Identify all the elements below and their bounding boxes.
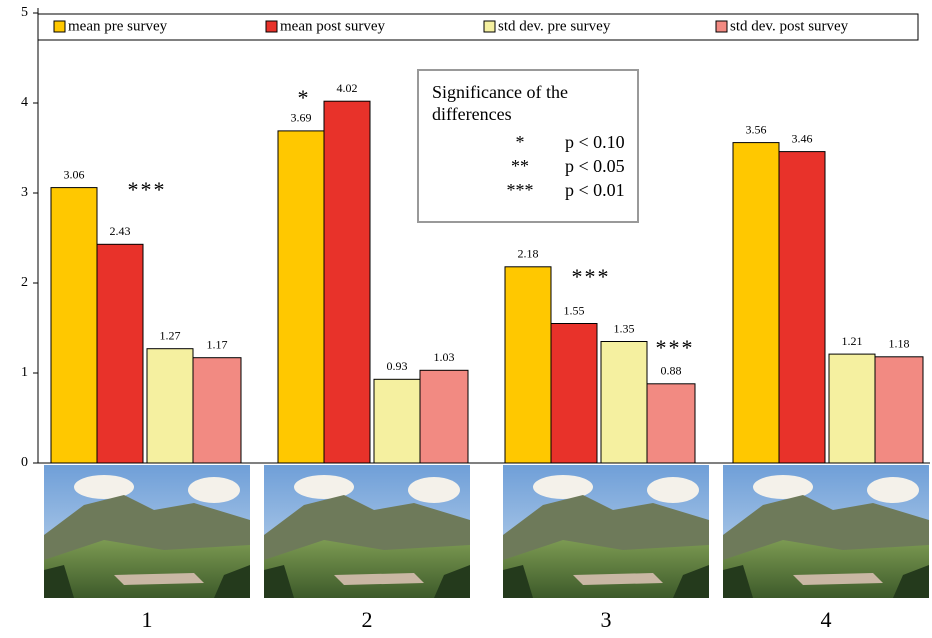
value-label: 1.35 <box>614 321 635 335</box>
legend-label: std dev. post survey <box>730 18 849 34</box>
value-label: 2.43 <box>110 224 131 238</box>
value-label: 1.21 <box>842 334 863 348</box>
x-tick-label: 4 <box>821 607 832 632</box>
legend-label: mean post survey <box>280 18 385 34</box>
legend-swatch <box>716 21 727 32</box>
annotation: *** <box>656 335 695 360</box>
page: {"chart_data": {"type": "bar", "categori… <box>0 0 932 638</box>
landscape-photo <box>503 465 709 598</box>
value-label: 3.06 <box>64 167 85 181</box>
value-label: 0.88 <box>661 364 682 378</box>
annotation: * <box>298 85 311 110</box>
value-label: 1.03 <box>434 350 455 364</box>
y-tick-label: 4 <box>21 95 28 110</box>
significance-label: p < 0.01 <box>565 180 625 200</box>
value-label: 3.46 <box>792 131 813 145</box>
y-tick-label: 5 <box>21 5 28 20</box>
bar <box>505 267 551 463</box>
value-label: 1.18 <box>889 337 910 351</box>
annotation: *** <box>572 264 611 289</box>
bar <box>147 349 193 463</box>
bar <box>875 357 923 463</box>
landscape-photo <box>44 465 250 598</box>
legend-swatch <box>266 21 277 32</box>
x-tick-label: 2 <box>362 607 373 632</box>
value-label: 3.56 <box>746 122 767 136</box>
legend-label: std dev. pre survey <box>498 18 611 34</box>
landscape-photos <box>44 465 929 598</box>
value-label: 1.27 <box>160 328 181 342</box>
bar <box>324 101 370 463</box>
bar <box>420 370 468 463</box>
bar <box>193 358 241 463</box>
y-tick-label: 1 <box>21 365 28 380</box>
y-tick-label: 2 <box>21 275 28 290</box>
value-label: 3.69 <box>291 111 312 125</box>
y-tick-label: 3 <box>21 185 28 200</box>
x-tick-label: 3 <box>601 607 612 632</box>
value-label: 2.18 <box>518 247 539 261</box>
legend-swatch <box>54 21 65 32</box>
chart: 0 1 2 3 4 5 1 3.06 2.43 1.27 1.17 2 3.69 4.02 0.93 1.03… <box>0 0 932 638</box>
bar <box>647 384 695 463</box>
legend-swatch <box>484 21 495 32</box>
legend-label: mean pre survey <box>68 18 168 34</box>
landscape-photo <box>264 465 470 598</box>
value-label: 0.93 <box>387 359 408 373</box>
bar <box>601 342 647 464</box>
x-tick-label: 1 <box>142 607 153 632</box>
bar <box>374 379 420 463</box>
bar <box>551 324 597 464</box>
value-label: 4.02 <box>337 81 358 95</box>
value-label: 1.55 <box>564 303 585 317</box>
y-tick-label: 0 <box>21 455 28 470</box>
bar <box>829 354 875 463</box>
bar <box>779 152 825 463</box>
significance-symbol: *** <box>507 180 534 200</box>
bar <box>97 244 143 463</box>
bar <box>733 143 779 463</box>
significance-label: p < 0.10 <box>565 132 625 152</box>
significance-label: p < 0.05 <box>565 156 625 176</box>
significance-symbol: * <box>516 132 525 152</box>
significance-symbol: ** <box>511 156 529 176</box>
landscape-photo <box>723 465 929 598</box>
bar <box>51 188 97 463</box>
bar <box>278 131 324 463</box>
value-label: 1.17 <box>207 337 228 351</box>
annotation: *** <box>128 177 167 202</box>
